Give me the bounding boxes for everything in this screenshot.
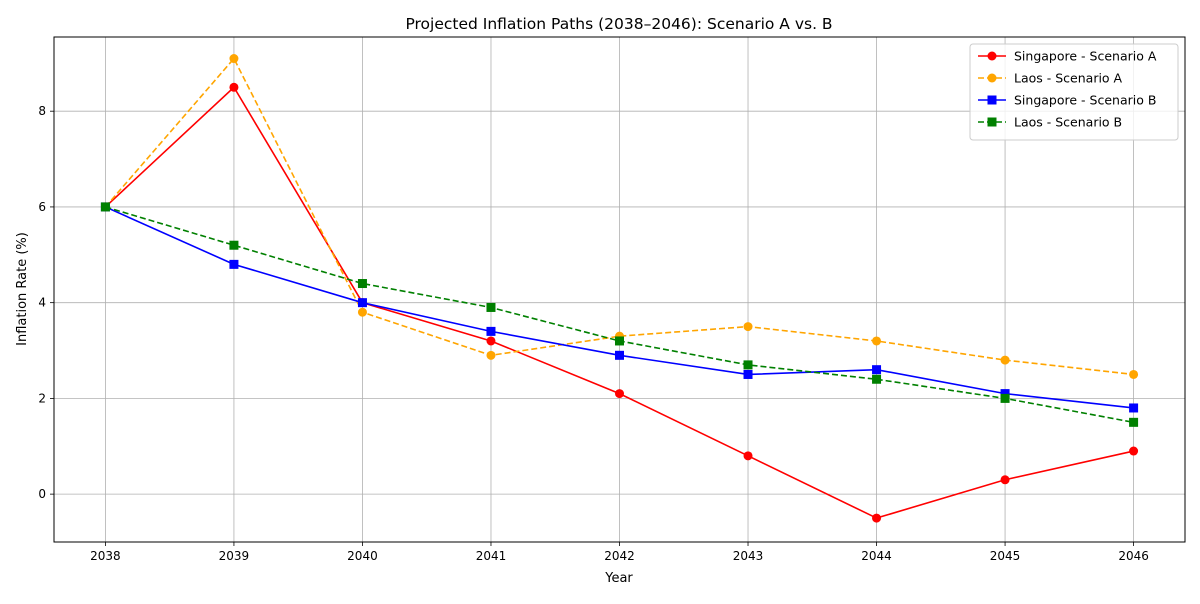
legend-label: Singapore - Scenario A	[1014, 49, 1157, 64]
x-tick-label: 2044	[861, 549, 892, 563]
y-tick-label: 8	[38, 104, 46, 118]
data-point	[486, 350, 496, 360]
data-point	[357, 298, 367, 308]
data-point	[615, 336, 624, 346]
legend-marker	[987, 117, 997, 127]
y-axis-ticks: 0 2 4 6 8	[38, 104, 54, 501]
data-point	[872, 365, 882, 375]
data-point	[1000, 389, 1010, 399]
x-axis-label: Year	[604, 571, 633, 586]
data-point	[1000, 393, 1010, 403]
legend: Singapore - Scenario A Laos - Scenario A S…	[969, 43, 1179, 141]
data-point	[1129, 417, 1139, 427]
data-point	[872, 374, 882, 384]
x-tick-label: 2041	[476, 549, 507, 563]
legend-marker	[987, 73, 997, 83]
x-tick-label: 2046	[1118, 549, 1149, 563]
y-tick-label: 0	[38, 487, 46, 501]
legend-item: Laos - Scenario B	[978, 115, 1122, 130]
series-1	[100, 82, 1139, 523]
x-tick-label: 2045	[990, 549, 1021, 563]
y-tick-label: 2	[38, 391, 46, 405]
y-axis-label: Inflation Rate (%)	[15, 232, 30, 346]
series-layer	[100, 54, 1139, 523]
data-point	[743, 322, 753, 332]
legend-box	[969, 43, 1179, 141]
x-tick-label: 2042	[604, 549, 635, 563]
series-line	[104, 57, 1134, 376]
x-tick-label: 2039	[219, 549, 250, 563]
data-point	[872, 336, 882, 346]
data-point	[743, 360, 753, 370]
data-point	[357, 307, 367, 317]
data-point	[229, 82, 239, 92]
data-point	[486, 302, 496, 312]
data-point	[229, 240, 239, 250]
x-tick-label: 2038	[90, 549, 121, 563]
legend-marker	[987, 95, 997, 105]
x-axis-ticks: 2038 2039 2040 2041 2042 2043 2044 2045 2046	[90, 542, 1149, 563]
chart-title: Projected Inflation Paths (2038–2046): S…	[405, 15, 832, 33]
data-point	[743, 451, 753, 461]
legend-label: Laos - Scenario A	[1014, 71, 1123, 86]
x-tick-label: 2040	[347, 549, 378, 563]
data-point	[486, 336, 496, 346]
x-tick-label: 2043	[733, 549, 764, 563]
data-point	[1000, 475, 1010, 485]
data-point	[1000, 355, 1010, 365]
data-point	[229, 54, 239, 64]
series-4	[100, 202, 1139, 427]
data-point	[743, 369, 753, 379]
legend-item: Singapore - Scenario B	[978, 93, 1156, 108]
data-point	[615, 350, 624, 360]
data-point	[486, 326, 496, 336]
data-point	[100, 202, 110, 212]
legend-item: Singapore - Scenario A	[978, 49, 1157, 64]
data-point	[615, 389, 624, 399]
data-point	[872, 513, 882, 523]
legend-marker	[987, 51, 997, 61]
legend-item: Laos - Scenario A	[978, 71, 1123, 86]
data-point	[1129, 446, 1139, 456]
data-point	[1129, 403, 1139, 413]
y-tick-label: 6	[38, 200, 46, 214]
legend-label: Singapore - Scenario B	[1014, 93, 1156, 108]
data-point	[1129, 369, 1139, 379]
data-point	[357, 279, 367, 289]
y-tick-label: 4	[38, 296, 46, 310]
legend-label: Laos - Scenario B	[1014, 115, 1122, 130]
data-point	[229, 259, 239, 269]
